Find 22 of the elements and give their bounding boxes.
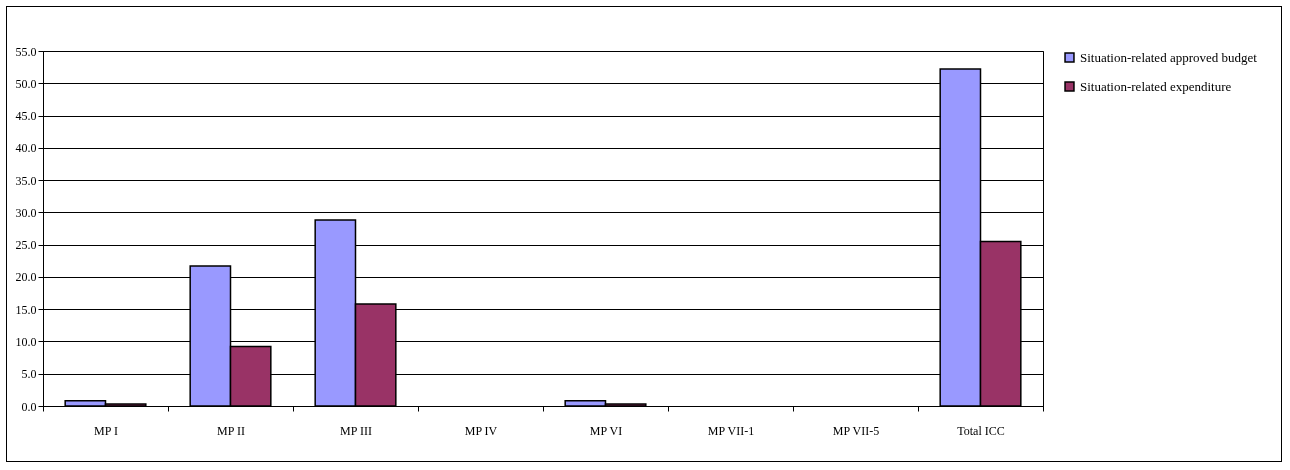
x-tick-label: MP VI — [589, 423, 623, 438]
x-tick-label: MP VII-5 — [832, 423, 880, 438]
legend-label: Situation-related expenditure — [1080, 78, 1232, 94]
y-tick-label: 0.0 — [21, 399, 37, 414]
y-tick-label: 35.0 — [15, 173, 37, 188]
y-tick-label: 45.0 — [15, 109, 37, 124]
x-tick-label: MP III — [340, 423, 372, 438]
y-tick-label: 25.0 — [15, 238, 37, 253]
x-tick-label: MP IV — [464, 423, 498, 438]
y-tick-label: 10.0 — [15, 334, 37, 349]
y-tick-label: 20.0 — [15, 270, 37, 285]
y-tick-label: 55.0 — [15, 44, 37, 59]
legend-label: Situation-related approved budget — [1080, 49, 1258, 65]
x-tick-label: MP II — [217, 423, 245, 438]
y-tick-label: 50.0 — [15, 76, 37, 91]
y-tick-label: 40.0 — [15, 141, 37, 156]
y-tick-label: 15.0 — [15, 302, 37, 317]
y-tick-label: 30.0 — [15, 205, 37, 220]
x-tick-label: Total ICC — [957, 423, 1005, 438]
x-tick-label: MP I — [94, 423, 118, 438]
x-tick-label: MP VII-1 — [707, 423, 755, 438]
y-tick-label: 5.0 — [21, 367, 37, 382]
